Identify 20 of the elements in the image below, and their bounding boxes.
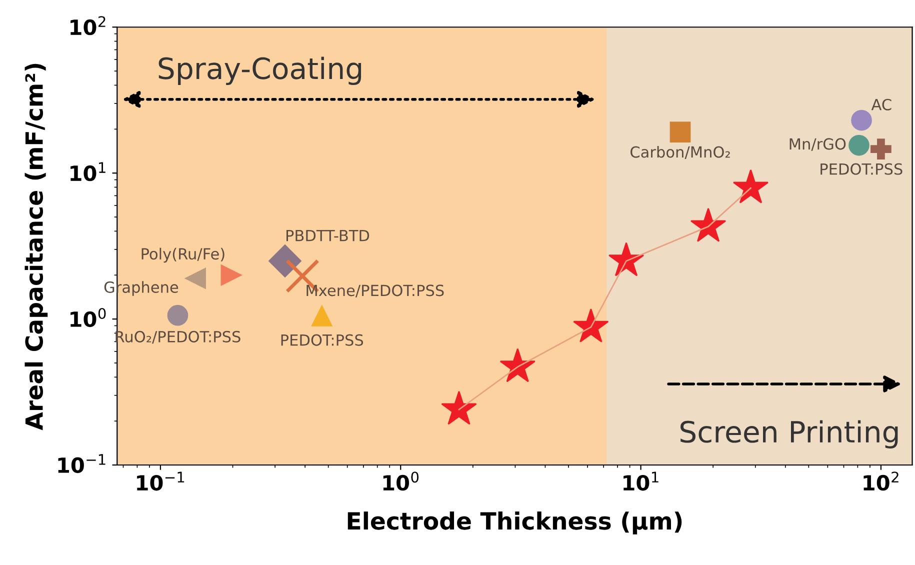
y-tick-label: 10$^{1}$ [70, 162, 106, 182]
series-label: AC [871, 98, 892, 110]
series-label: PBDTT-BTD [286, 230, 370, 242]
series-label: Mxene/PEDOT:PSS [306, 284, 444, 298]
x-tick-label: 10$^{0}$ [383, 472, 419, 491]
y-tick-label: 10$^{−1}$ [58, 454, 106, 474]
y-tick-label: 10$^{0}$ [70, 308, 106, 328]
series-label: PEDOT:PSS [820, 163, 902, 175]
y-axis-title: Areal Capacitance (mF/cm²) [24, 64, 48, 430]
y-tick-label: 10$^{2}$ [70, 16, 106, 36]
series-label: Poly(Ru/Fe) [142, 248, 224, 263]
series-label: PEDOT:PSS [281, 334, 364, 346]
x-tick-label: 10$^{2}$ [864, 472, 898, 491]
band-label: Screen Printing [680, 420, 898, 448]
x-tick-label: 10$^{−1}$ [137, 472, 184, 491]
series-label: Mn/rGO [790, 138, 846, 151]
x-tick-label: 10$^{1}$ [624, 472, 658, 491]
band-label: Spray-Coating [158, 56, 362, 86]
series-label: Carbon/MnO₂ [630, 146, 730, 159]
x-axis-title: Electrode Thickness (μm) [348, 512, 682, 534]
